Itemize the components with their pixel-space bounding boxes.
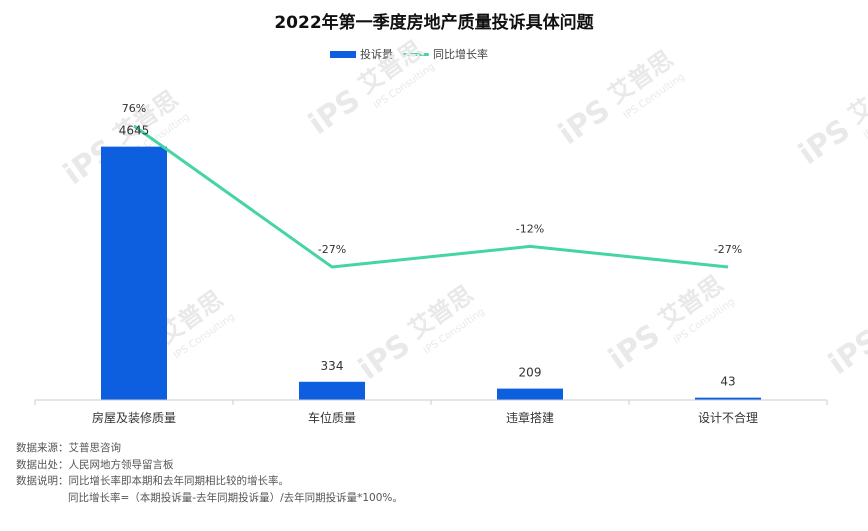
note-formula: 同比增长率=（本期投诉量-去年同期投诉量）/去年同期投诉量*100%。 — [68, 491, 403, 504]
note-origin: 数据出处：人民网地方领导留言板 — [16, 458, 174, 471]
x-tick-label: 设计不合理 — [698, 410, 758, 425]
watermark-logo: iPS — [352, 327, 416, 387]
legend-label-line: 同比增长率 — [433, 48, 488, 61]
chart-title: 2022年第一季度房地产质量投诉具体问题 — [274, 13, 594, 33]
footnotes: 数据来源：艾普思咨询 数据出处：人民网地方领导留言板 数据说明：同比增长率即本期… — [16, 440, 403, 506]
data-labels: 4645 334 209 43 76% -27% -12% -27% — [119, 102, 742, 389]
legend-swatch-bar — [330, 50, 356, 58]
bar-value-label: 4645 — [119, 124, 150, 138]
x-tick-label: 车位质量 — [308, 410, 356, 425]
watermark-logo: iPS — [602, 317, 666, 377]
watermark-logo: iPS — [552, 92, 616, 152]
legend-item-bar[interactable]: 投诉量 — [330, 46, 393, 62]
watermark-brand: 艾普思 — [843, 65, 868, 129]
legend: 投诉量 同比增长率 — [330, 46, 498, 62]
bar-value-label: 334 — [321, 359, 344, 373]
bar — [101, 146, 167, 400]
x-axis-ticks: 房屋及装修质量 车位质量 违章搭建 设计不合理 — [34, 400, 828, 425]
bar — [695, 397, 761, 400]
watermark-logo: iPS — [302, 82, 366, 142]
x-tick-label: 违章搭建 — [506, 410, 554, 425]
note-explanation: 数据说明：同比增长率即本期和去年同期相比较的增长率。 — [16, 475, 289, 487]
line-series — [133, 124, 729, 269]
bar-value-label: 43 — [720, 375, 735, 389]
x-tick-label: 房屋及装修质量 — [92, 410, 176, 425]
line-value-label: 76% — [122, 102, 146, 115]
line-value-label: -27% — [318, 243, 346, 256]
watermark-logo: iPS — [792, 112, 856, 172]
legend-swatch-line — [403, 52, 429, 56]
bar — [497, 388, 563, 400]
note-source: 数据来源：艾普思咨询 — [16, 442, 121, 454]
bar-value-label: 209 — [519, 366, 542, 380]
watermark-logo: iPS — [822, 322, 868, 382]
growth-rate-line — [133, 124, 729, 269]
bar-series — [101, 146, 761, 400]
line-value-label: -12% — [516, 222, 544, 235]
bar — [299, 381, 365, 400]
legend-item-line[interactable]: 同比增长率 — [403, 46, 488, 62]
line-value-label: -27% — [714, 243, 742, 256]
legend-label-bar: 投诉量 — [360, 48, 393, 61]
